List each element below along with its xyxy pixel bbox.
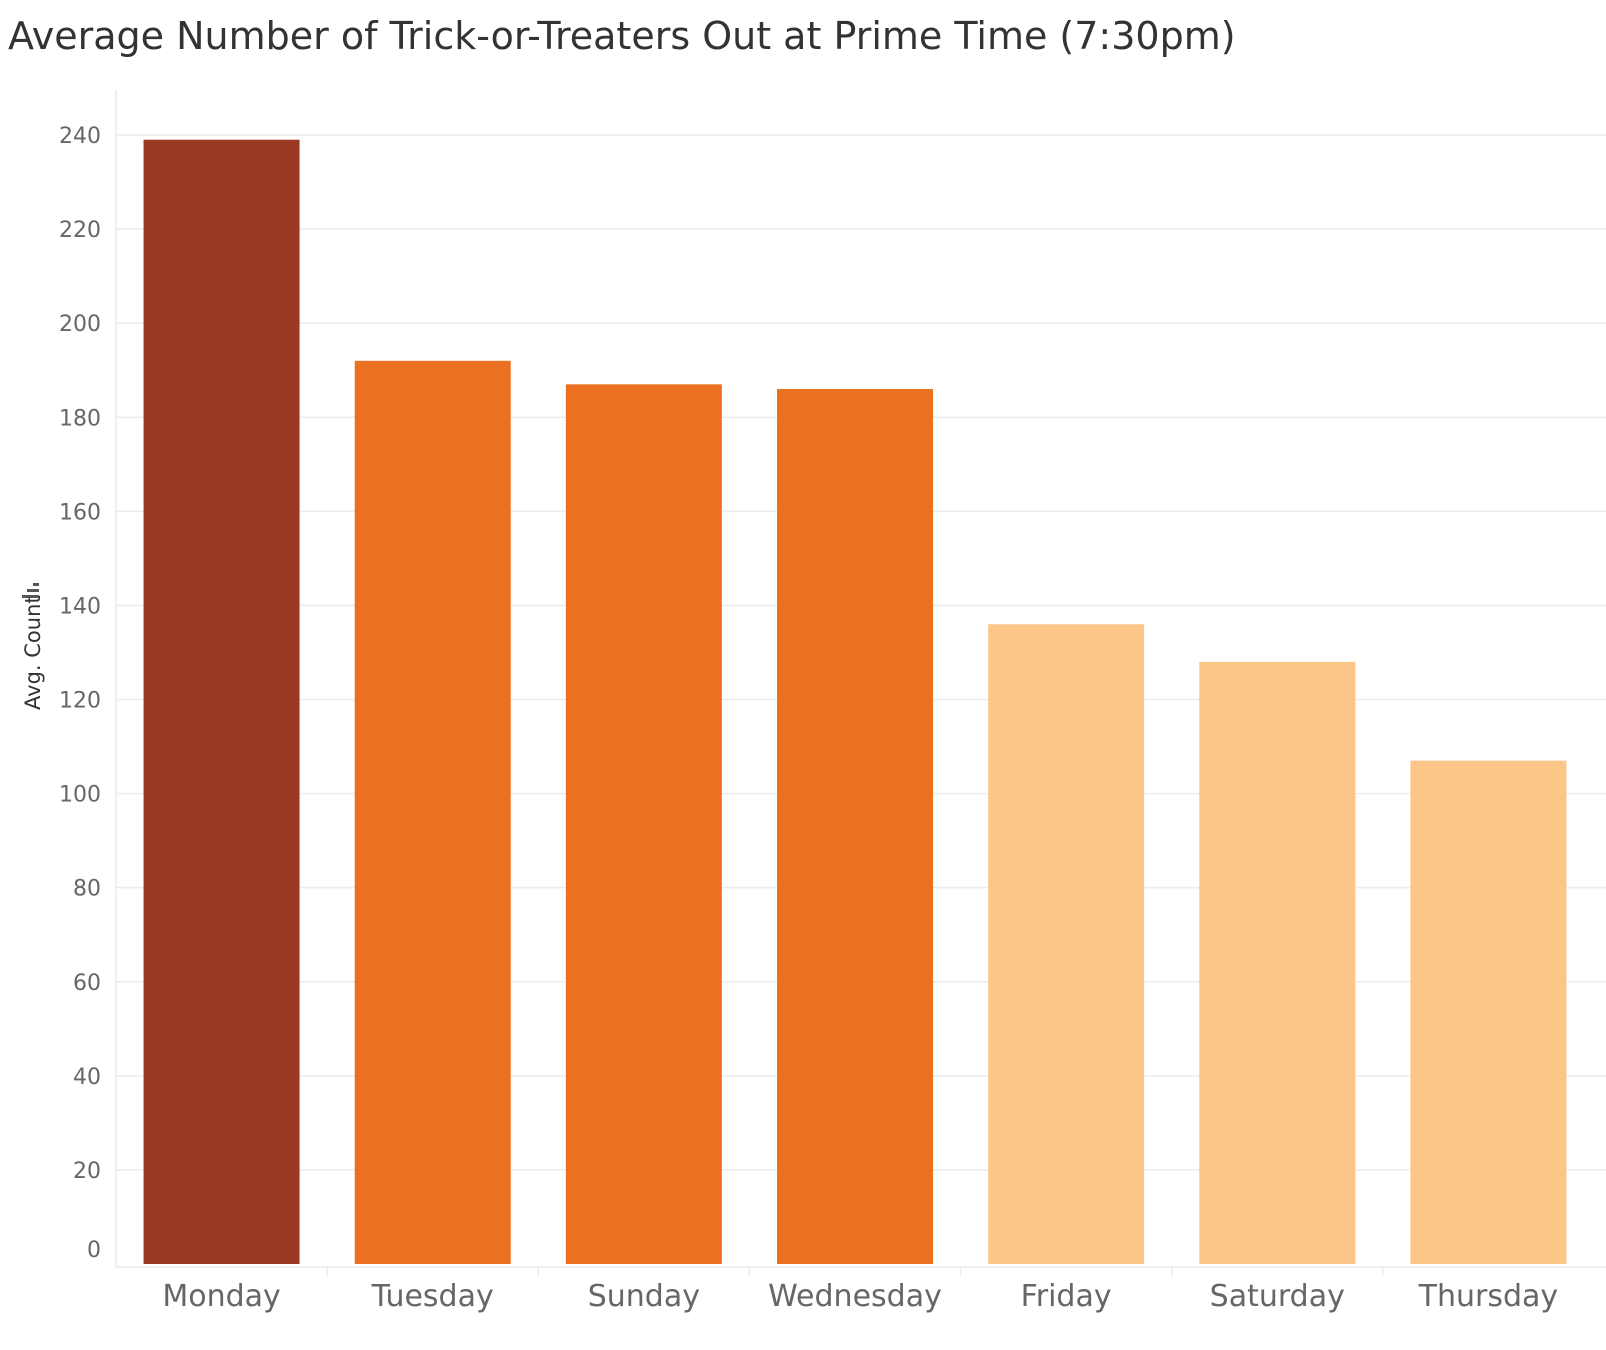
bars xyxy=(143,139,1567,1265)
bar-sunday[interactable] xyxy=(565,384,722,1265)
x-tick-label-thursday: Thursday xyxy=(1418,1279,1559,1314)
y-tick-label: 80 xyxy=(73,877,101,902)
y-tick-label: 220 xyxy=(59,218,101,243)
x-tick-label-saturday: Saturday xyxy=(1210,1279,1345,1314)
y-tick-label: 60 xyxy=(73,971,101,996)
bar-saturday[interactable] xyxy=(1199,661,1356,1264)
sort-descending-icon[interactable] xyxy=(22,583,39,598)
y-tick-label: 120 xyxy=(59,689,101,714)
y-tick-label: 0 xyxy=(87,1238,101,1263)
x-tick-label-sunday: Sunday xyxy=(588,1279,700,1314)
x-axis-labels: Monday Tuesday Sunday Wednesday Friday Saturd… xyxy=(162,1279,1558,1314)
y-tick-label: 180 xyxy=(59,406,101,431)
x-tick-label-tuesday: Tuesday xyxy=(371,1279,494,1314)
y-axis-title: Avg. Count xyxy=(21,595,45,710)
y-axis-ticks: 0 20 40 60 80 100 120 140 160 180 200 220 240 xyxy=(59,124,101,1263)
y-tick-label: 140 xyxy=(59,594,101,619)
y-tick-label: 200 xyxy=(59,312,101,337)
y-tick-label: 160 xyxy=(59,500,101,525)
y-tick-label: 100 xyxy=(59,783,101,808)
bar-monday[interactable] xyxy=(143,139,300,1265)
y-axis-title-group[interactable]: Avg. Count xyxy=(21,583,45,710)
x-tick-label-monday: Monday xyxy=(162,1279,280,1314)
y-tick-label: 40 xyxy=(73,1065,101,1090)
x-tick-label-wednesday: Wednesday xyxy=(768,1279,942,1314)
x-tick-label-friday: Friday xyxy=(1021,1279,1112,1314)
chart-title: Average Number of Trick-or-Treaters Out … xyxy=(8,14,1236,58)
bar-friday[interactable] xyxy=(988,624,1145,1264)
y-tick-label: 240 xyxy=(59,124,101,149)
bar-thursday[interactable] xyxy=(1410,760,1567,1264)
y-tick-label: 20 xyxy=(73,1159,101,1184)
bar-wednesday[interactable] xyxy=(777,389,933,1264)
bar-tuesday[interactable] xyxy=(354,360,511,1264)
